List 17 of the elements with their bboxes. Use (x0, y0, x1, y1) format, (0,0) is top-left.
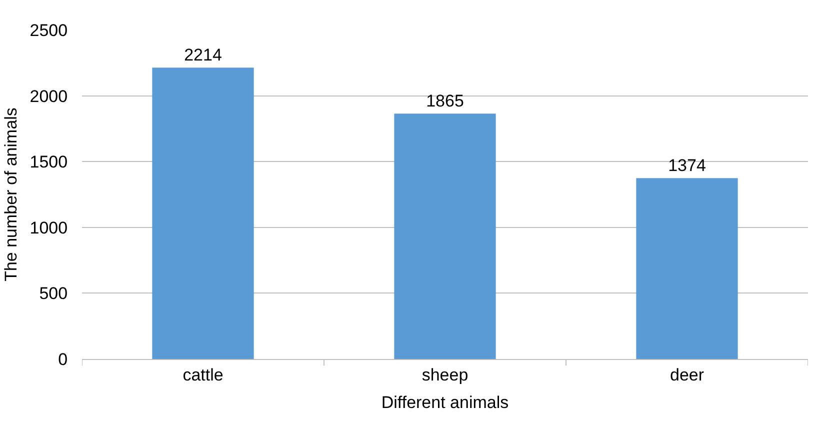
y-tick-label: 2000 (30, 86, 68, 106)
bar (636, 178, 738, 359)
y-tick-label: 2500 (30, 20, 68, 40)
data-label: 2214 (184, 46, 222, 65)
y-axis-title: The number of animals (1, 108, 20, 282)
y-tick-label: 500 (39, 284, 68, 304)
bar (152, 68, 254, 359)
data-label: 1374 (668, 156, 706, 176)
x-tick-label: deer (670, 365, 704, 384)
y-tick-label: 0 (58, 350, 68, 369)
bar (394, 114, 496, 359)
x-axis-title: Different animals (381, 392, 509, 412)
y-tick-label: 1500 (30, 152, 68, 172)
y-tick-label: 1000 (30, 218, 68, 238)
x-tick-label: sheep (422, 365, 468, 384)
x-tick-label: cattle (182, 365, 224, 384)
data-label: 1865 (426, 92, 464, 111)
